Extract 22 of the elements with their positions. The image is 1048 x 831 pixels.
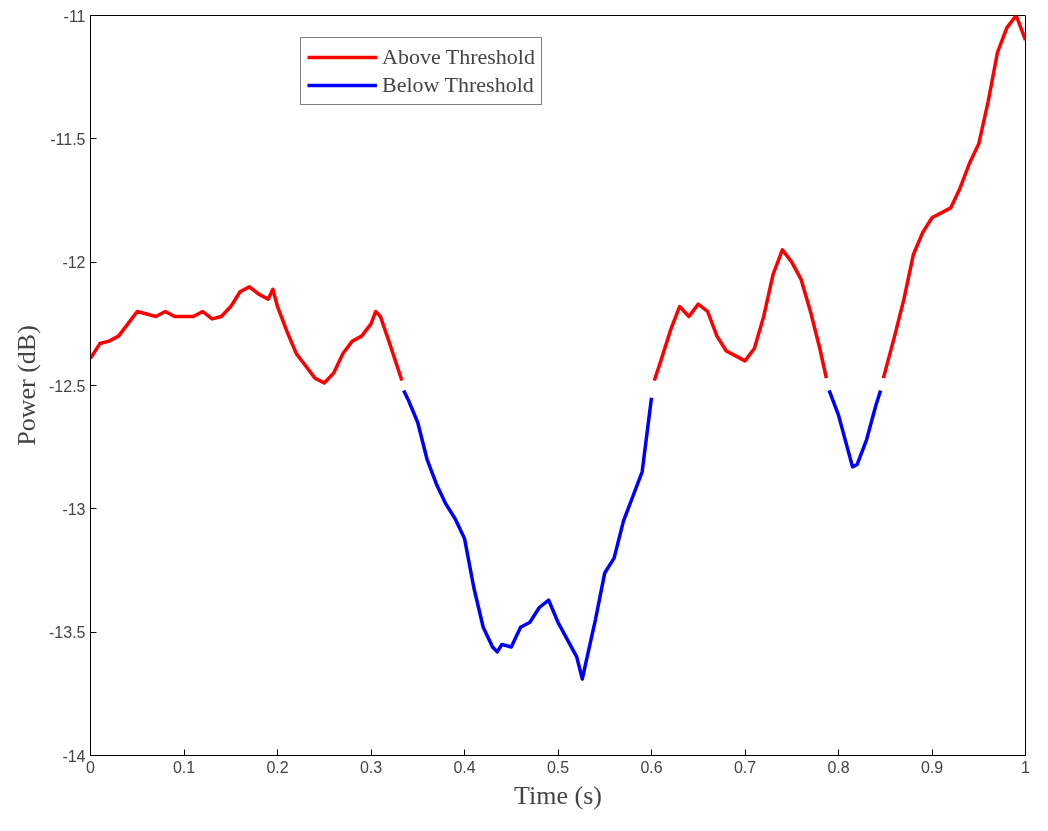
x-tick-label: 0.3: [359, 758, 383, 776]
y-tick-label: -13: [62, 500, 86, 518]
x-tick-label: 1: [1021, 758, 1031, 776]
y-tick-label: -12: [62, 254, 86, 272]
x-tick-label: 0.5: [546, 758, 570, 776]
x-axis-title: Time (s): [514, 780, 602, 810]
x-tick-label: 0.2: [266, 758, 289, 776]
y-tick-label: -11: [63, 7, 86, 25]
y-tick-label: -11.5: [50, 130, 86, 148]
x-tick-label: 0.7: [733, 758, 757, 776]
x-tick-label: 0.9: [920, 758, 944, 776]
y-tick-label: -12.5: [49, 377, 86, 395]
y-tick-label: -14: [62, 747, 86, 765]
x-tick-label: 0.1: [172, 758, 196, 776]
legend-label: Above Threshold: [382, 44, 535, 70]
legend-label: Below Threshold: [382, 72, 534, 98]
x-tick-label: 0.6: [640, 758, 663, 776]
y-tick-label: -13.5: [49, 624, 86, 642]
x-tick-label: 0: [86, 758, 96, 776]
y-axis-title: Power (dB): [12, 325, 42, 446]
x-tick-label: 0.8: [827, 758, 850, 776]
x-tick-label: 0.4: [453, 758, 476, 776]
